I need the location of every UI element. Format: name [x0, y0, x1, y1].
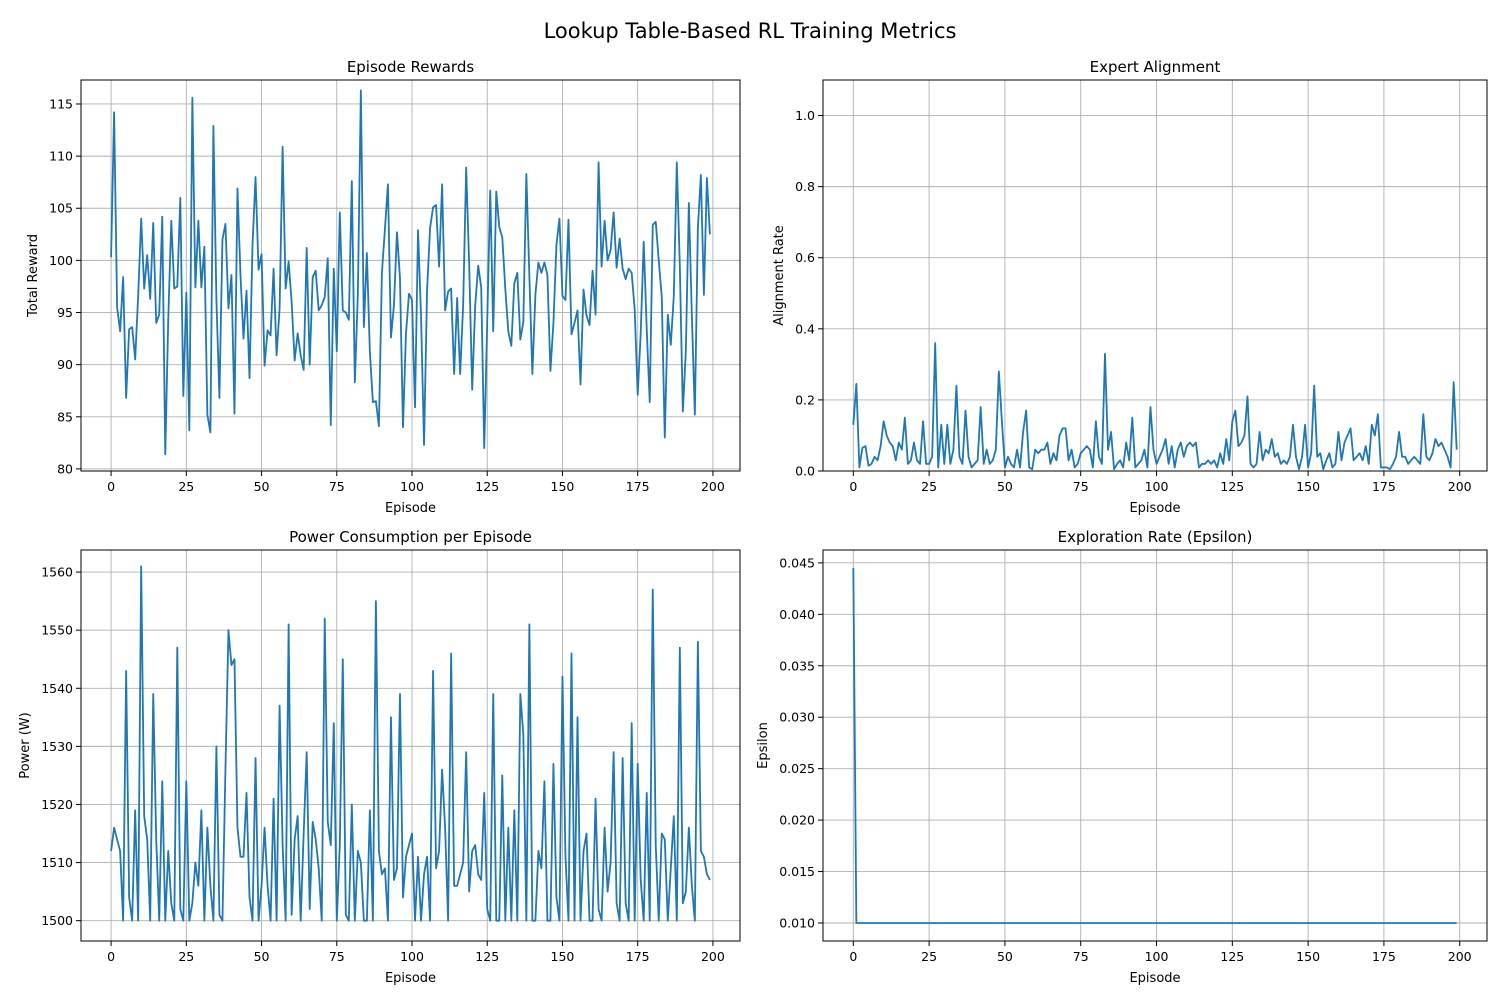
episode-rewards-y-tick-label: 100	[49, 253, 73, 268]
expert-alignment-xlabel: Episode	[1129, 501, 1180, 516]
expert-alignment-x-tick-label: 75	[1073, 479, 1089, 494]
exploration-rate-y-tick-label: 0.040	[779, 607, 815, 622]
power-consumption-title: Power Consumption per Episode	[289, 528, 532, 546]
exploration-rate-x-tick-label: 50	[997, 949, 1013, 964]
episode-rewards-x-tick-label: 200	[701, 479, 725, 494]
episode-rewards-x-tick-label: 175	[626, 479, 650, 494]
exploration-rate-y-tick-label: 0.010	[779, 915, 815, 930]
episode-rewards-y-tick-label: 95	[57, 305, 73, 320]
power-consumption-ylabel: Power (W)	[18, 712, 33, 778]
power-consumption-x-tick-label: 100	[400, 949, 424, 964]
episode-rewards-title: Episode Rewards	[347, 58, 475, 76]
power-consumption-x-tick-label: 150	[551, 949, 575, 964]
episode-rewards-y-tick-label: 110	[49, 149, 73, 164]
exploration-rate-x-tick-label: 150	[1296, 949, 1320, 964]
expert-alignment-ylabel: Alignment Rate	[772, 225, 787, 326]
exploration-rate-y-tick-label: 0.020	[779, 813, 815, 828]
exploration-rate-x-tick-label: 0	[849, 949, 857, 964]
episode-rewards-axes-frame	[80, 79, 741, 472]
power-consumption-y-tick-label: 1560	[41, 565, 73, 580]
expert-alignment-x-tick-label: 100	[1145, 479, 1169, 494]
expert-alignment-y-tick-label: 0.0	[795, 464, 815, 479]
episode-rewards-y-tick-label: 85	[57, 409, 73, 424]
episode-rewards-x-tick-label: 150	[551, 479, 575, 494]
expert-alignment-x-tick-label: 150	[1296, 479, 1320, 494]
power-consumption-y-tick-label: 1540	[41, 681, 73, 696]
exploration-rate-y-tick-label: 0.035	[779, 658, 815, 673]
expert-alignment-x-tick-label: 175	[1372, 479, 1396, 494]
power-consumption-y-tick-label: 1530	[41, 739, 73, 754]
episode-rewards-x-tick-label: 100	[400, 479, 424, 494]
power-consumption-y-tick-label: 1510	[41, 855, 73, 870]
expert-alignment-y-tick-label: 0.8	[795, 179, 815, 194]
power-consumption-x-tick-label: 200	[701, 949, 725, 964]
exploration-rate-y-tick-label: 0.025	[779, 761, 815, 776]
exploration-rate-y-tick-label: 0.045	[779, 555, 815, 570]
power-consumption-axes-frame	[80, 549, 741, 942]
episode-rewards-y-tick-label: 115	[49, 96, 73, 111]
expert-alignment-series-line	[852, 342, 1458, 471]
exploration-rate-y-tick-label: 0.030	[779, 710, 815, 725]
expert-alignment-y-tick-label: 0.4	[795, 321, 815, 336]
expert-alignment-x-tick-label: 0	[849, 479, 857, 494]
power-consumption-x-tick-label: 50	[254, 949, 270, 964]
power-consumption-x-tick-label: 25	[178, 949, 194, 964]
power-consumption-y-tick-label: 1550	[41, 623, 73, 638]
episode-rewards-x-tick-label: 75	[329, 479, 345, 494]
exploration-rate-x-tick-label: 100	[1145, 949, 1169, 964]
expert-alignment-y-tick-label: 0.2	[795, 392, 815, 407]
exploration-rate-series-line	[852, 568, 1457, 924]
expert-alignment-axes-frame	[822, 79, 1488, 472]
episode-rewards-y-tick-label: 90	[57, 357, 73, 372]
expert-alignment-x-tick-label: 125	[1220, 479, 1244, 494]
exploration-rate-title: Exploration Rate (Epsilon)	[1058, 528, 1253, 546]
exploration-rate-y-tick-label: 0.015	[779, 864, 815, 879]
figure-suptitle: Lookup Table-Based RL Training Metrics	[544, 19, 957, 43]
expert-alignment-title: Expert Alignment	[1090, 58, 1221, 76]
episode-rewards-x-tick-label: 50	[254, 479, 270, 494]
power-consumption-y-tick-label: 1520	[41, 797, 73, 812]
power-consumption-series-line	[110, 565, 711, 922]
subplot-episode-rewards: 0 25 50 75 100 125 150 175 200 80 85 90 95 100 105 110 1…	[26, 58, 741, 516]
episode-rewards-y-tick-label: 80	[57, 461, 73, 476]
exploration-rate-axes-frame	[822, 549, 1488, 942]
exploration-rate-x-tick-label: 25	[921, 949, 937, 964]
episode-rewards-ylabel: Total Reward	[26, 234, 41, 318]
power-consumption-y-tick-label: 1500	[41, 913, 73, 928]
exploration-rate-x-tick-label: 125	[1220, 949, 1244, 964]
power-consumption-x-tick-label: 125	[475, 949, 499, 964]
episode-rewards-series-line	[110, 89, 711, 456]
exploration-rate-x-tick-label: 175	[1372, 949, 1396, 964]
episode-rewards-x-tick-label: 25	[178, 479, 194, 494]
power-consumption-xlabel: Episode	[385, 971, 436, 986]
subplot-expert-alignment: 0 25 50 75 100 125 150 175 200 0.0 0.2 0.4 0.6 0.8 1.0…	[772, 58, 1488, 516]
power-consumption-x-tick-label: 0	[107, 949, 115, 964]
exploration-rate-x-tick-label: 75	[1073, 949, 1089, 964]
power-consumption-x-tick-label: 175	[626, 949, 650, 964]
expert-alignment-y-tick-label: 0.6	[795, 250, 815, 265]
power-consumption-x-tick-label: 75	[329, 949, 345, 964]
exploration-rate-xlabel: Episode	[1129, 971, 1180, 986]
expert-alignment-x-tick-label: 200	[1448, 479, 1472, 494]
expert-alignment-y-tick-label: 1.0	[795, 108, 815, 123]
episode-rewards-y-tick-label: 105	[49, 201, 73, 216]
episode-rewards-x-tick-label: 125	[475, 479, 499, 494]
expert-alignment-x-tick-label: 50	[997, 479, 1013, 494]
episode-rewards-xlabel: Episode	[385, 501, 436, 516]
subplot-exploration-rate: 0 25 50 75 100 125 150 175 200 0.010 0.015 0.020 0.0…	[756, 528, 1488, 986]
exploration-rate-ylabel: Epsilon	[756, 722, 771, 769]
episode-rewards-x-tick-label: 0	[107, 479, 115, 494]
subplot-power-consumption: 0 25 50 75 100 125 150 175 200 1500 1510 1520 1530 15…	[18, 528, 741, 986]
exploration-rate-x-tick-label: 200	[1448, 949, 1472, 964]
expert-alignment-x-tick-label: 25	[921, 479, 937, 494]
